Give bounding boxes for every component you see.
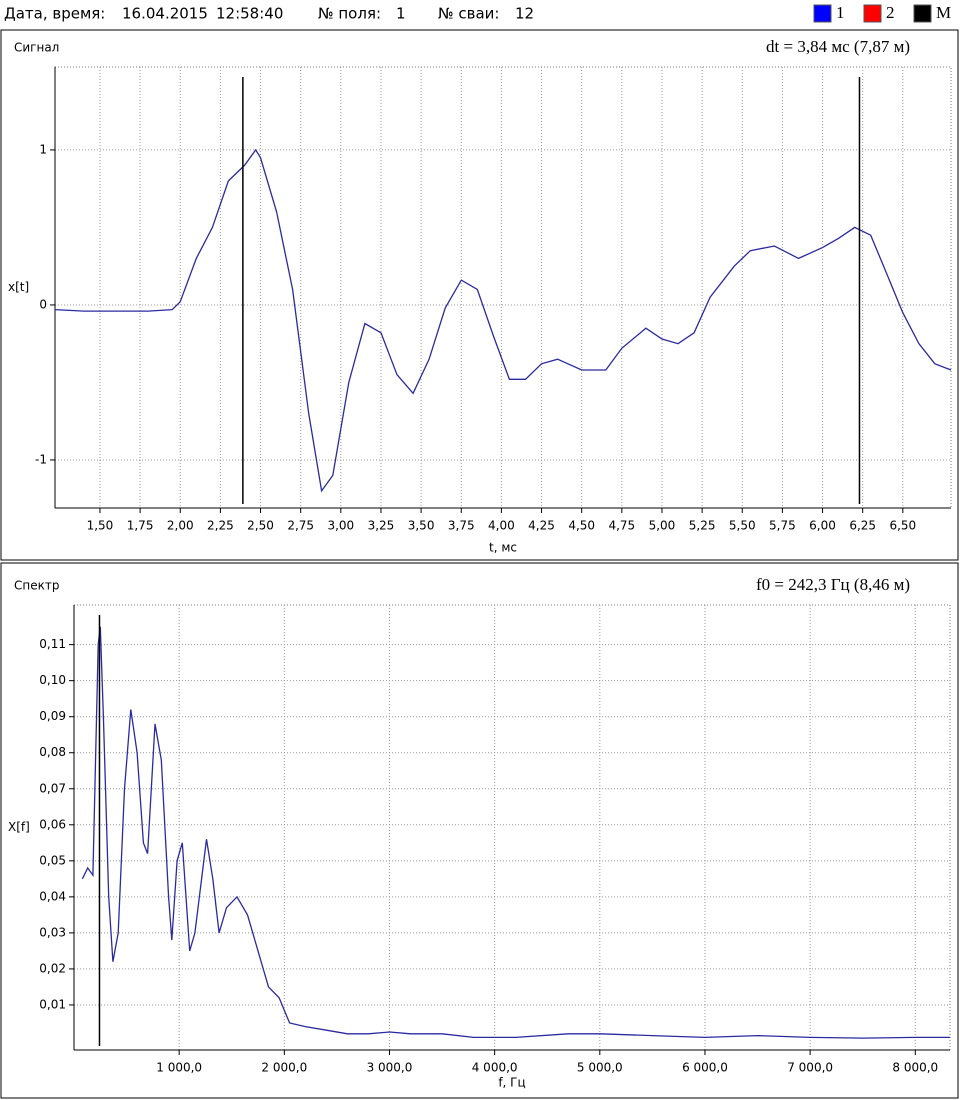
y-tick-label: 0,01	[39, 997, 66, 1011]
panel-title: Сигнал	[14, 41, 59, 55]
header-bar	[0, 0, 960, 28]
x-tick-label: 4 000,0	[472, 1061, 518, 1075]
time: 12:58:40	[216, 5, 283, 23]
y-tick-label: 0,09	[39, 709, 66, 723]
legend-label: 2	[886, 3, 895, 22]
legend-swatch	[863, 4, 882, 23]
legend-swatch	[813, 4, 832, 23]
x-tick-label: 3,00	[327, 519, 354, 533]
x-tick-label: 2,25	[207, 519, 234, 533]
panel-frame	[0, 562, 959, 1099]
x-tick-label: 4,50	[568, 519, 595, 533]
plot-area	[54, 66, 952, 509]
y-tick-label: 0,05	[39, 853, 66, 867]
y-tick-label: 0,07	[39, 781, 66, 795]
x-tick-label: 3 000,0	[367, 1061, 413, 1075]
pile-label: № сваи:	[438, 5, 499, 23]
x-tick-label: 1,75	[127, 519, 154, 533]
x-tick-label: 1,50	[87, 519, 114, 533]
x-axis-label: f, Гц	[498, 1076, 525, 1090]
x-tick-label: 6,50	[889, 519, 916, 533]
pile: 12	[515, 5, 534, 23]
y-axis-label: X[f]	[8, 820, 30, 834]
annotation: f0 = 242,3 Гц (8,46 м)	[756, 575, 910, 594]
x-tick-label: 4,75	[608, 519, 635, 533]
y-tick-label: 0	[39, 297, 47, 311]
y-tick-label: 0,11	[39, 637, 66, 651]
x-tick-label: 5,25	[689, 519, 716, 533]
x-tick-label: 2 000,0	[261, 1061, 307, 1075]
y-tick-label: 0,06	[39, 817, 66, 831]
x-tick-label: 6 000,0	[682, 1061, 728, 1075]
x-tick-label: 4,00	[488, 519, 515, 533]
x-tick-label: 3,50	[408, 519, 435, 533]
field: 1	[396, 5, 406, 23]
legend-swatch	[913, 4, 932, 23]
x-axis-label: t, мс	[489, 541, 517, 555]
x-tick-label: 6,25	[849, 519, 876, 533]
y-tick-label: 0,04	[39, 889, 66, 903]
x-tick-label: 2,50	[247, 519, 274, 533]
x-tick-label: 5 000,0	[577, 1061, 623, 1075]
x-tick-label: 2,00	[167, 519, 194, 533]
y-tick-label: 0,03	[39, 925, 66, 939]
date: 16.04.2015	[122, 5, 208, 23]
x-tick-label: 6,00	[809, 519, 836, 533]
panel-frame	[0, 29, 959, 561]
x-tick-label: 3,25	[368, 519, 395, 533]
x-tick-label: 8 000,0	[892, 1061, 938, 1075]
y-tick-label: 0,02	[39, 961, 66, 975]
x-tick-label: 3,75	[448, 519, 475, 533]
x-tick-label: 5,00	[649, 519, 676, 533]
legend-label: 1	[836, 3, 845, 22]
x-tick-label: 7 000,0	[787, 1061, 833, 1075]
annotation: dt = 3,84 мс (7,87 м)	[766, 37, 910, 56]
y-tick-label: -1	[35, 452, 47, 466]
legend-label: M	[936, 3, 951, 22]
x-tick-label: 5,75	[769, 519, 796, 533]
y-tick-label: 0,08	[39, 745, 66, 759]
plot-area	[73, 604, 951, 1051]
x-tick-label: 5,50	[729, 519, 756, 533]
y-axis-label: x[t]	[8, 280, 29, 294]
x-tick-label: 1 000,0	[156, 1061, 202, 1075]
signal-line	[81, 626, 950, 1039]
y-tick-label: 0,10	[39, 673, 66, 687]
y-tick-label: 1	[39, 142, 47, 156]
field-label: № поля:	[318, 5, 381, 23]
x-tick-label: 2,75	[287, 519, 314, 533]
signal-line	[54, 148, 952, 493]
panel-title: Спектр	[14, 579, 59, 593]
date-label: Дата, время:	[4, 5, 105, 23]
x-tick-label: 4,25	[528, 519, 555, 533]
